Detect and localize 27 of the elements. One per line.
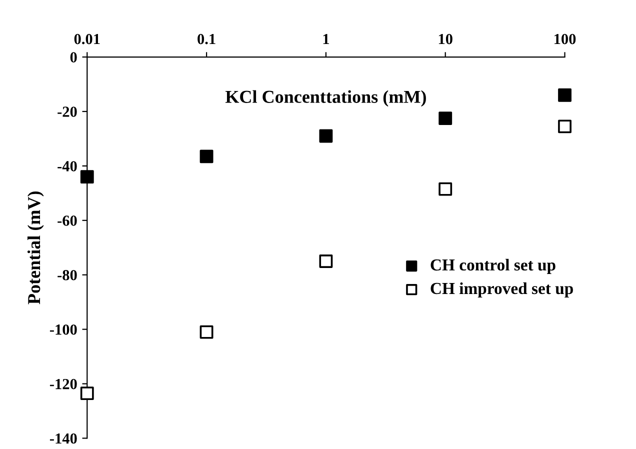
y-axis-title: Potential (mV) [27,192,44,304]
y-tick-label: -80 [58,270,77,280]
point [558,120,572,134]
x-tick-label: 0.1 [198,34,216,44]
x-tick-label: 1 [323,34,329,44]
x-tick-label: 100 [554,34,576,44]
y-tick-label: -100 [50,324,77,335]
y-tick-label: -40 [58,161,77,172]
y-tick-label: -60 [58,216,77,226]
y-tick-label: 0 [70,52,77,62]
point [558,88,572,102]
legend-label: CH control set up [430,258,556,274]
x-axis-title: KCl Concenttations (mM) [225,90,426,107]
point [80,386,94,400]
legend-label: CH improved set up [430,282,573,298]
point [319,129,333,143]
point [80,170,94,184]
y-tick-label: -20 [58,106,77,117]
point [200,325,214,339]
x-tick-label: 10 [438,34,452,44]
point [319,254,333,268]
point [200,150,214,164]
y-tick-label: -140 [50,433,77,444]
y-tick-label: -120 [50,378,77,390]
point [438,182,452,196]
x-tick-label: 0.01 [74,34,100,44]
point [438,112,452,126]
